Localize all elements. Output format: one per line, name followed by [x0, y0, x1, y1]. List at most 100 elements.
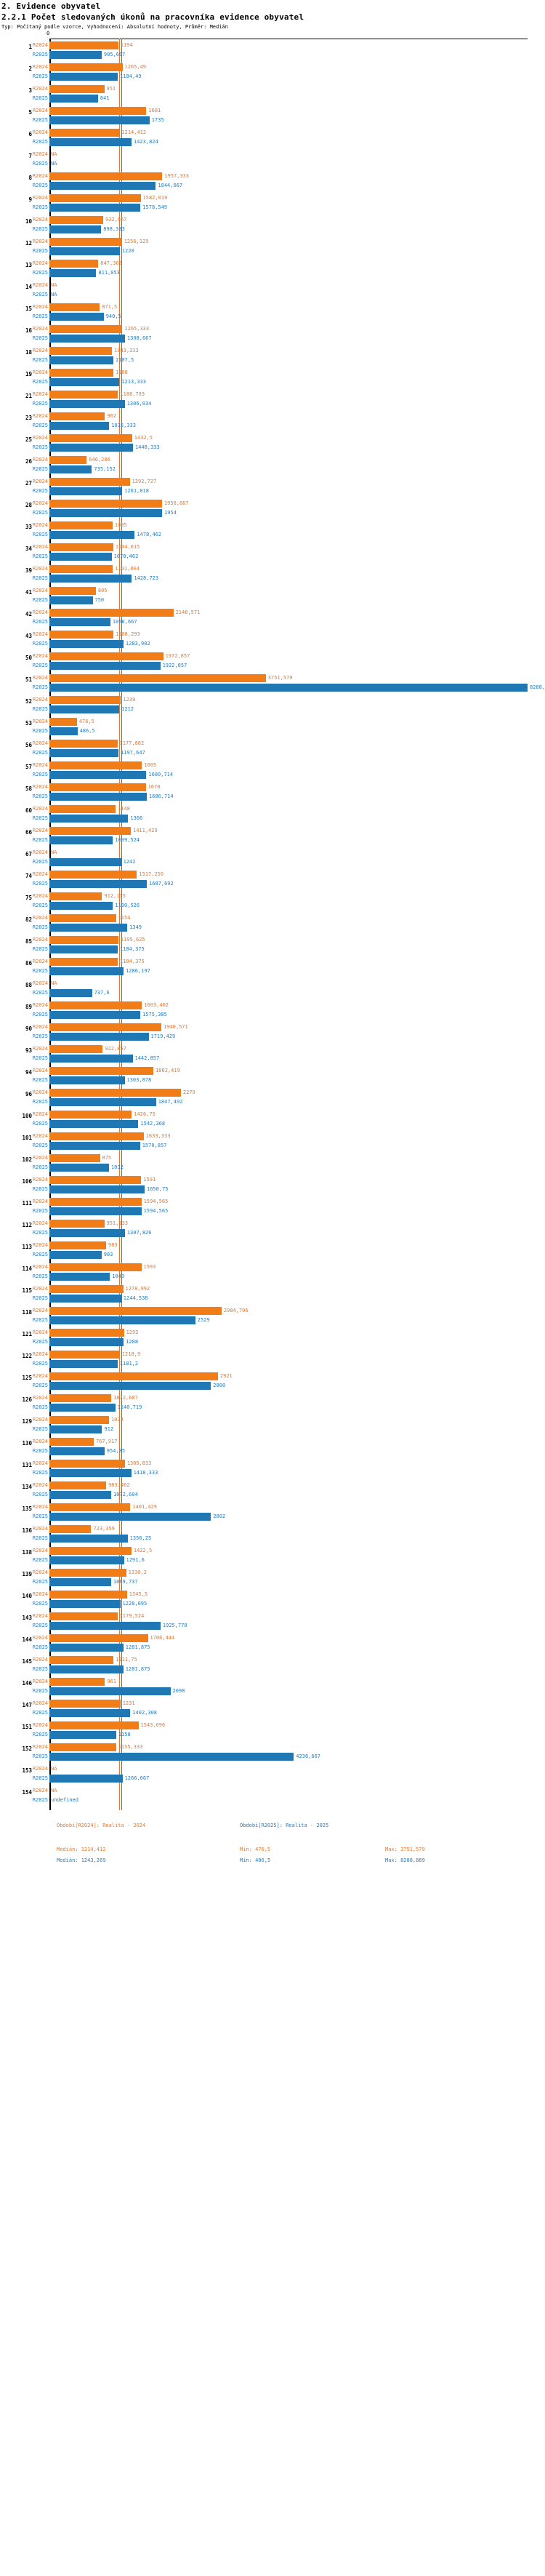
category-label: 14 [25, 284, 32, 290]
series-name-R2024: R2024 [32, 1548, 48, 1553]
series-label-wrap: R2025 [0, 553, 48, 561]
bar-R2025 [49, 596, 93, 604]
series-label-wrap: R2025 [0, 182, 48, 190]
bar-row: R2025 2529 [0, 1316, 545, 1324]
series-name-R2025: R2025 [32, 1186, 48, 1192]
series-name-R2025: R2025 [32, 1273, 48, 1279]
series-label-wrap: R2025 [0, 1775, 48, 1783]
category-group: 85 R2024 1195,625 R2025 1184,375 [0, 935, 545, 957]
category-group: 57 R2024 1605 R2025 1680,714 [0, 761, 545, 783]
bar-row: R2024 NA [0, 849, 545, 857]
bar-value-label: 1265,333 [124, 326, 150, 332]
series-label-wrap: R2024 [0, 107, 48, 115]
series-label-wrap: R2025 [0, 1491, 48, 1499]
bar-R2024 [49, 936, 118, 944]
bar-row: R2024 2279 [0, 1089, 545, 1097]
bar-R2024 [49, 303, 100, 311]
bar-value-label: 1356,25 [129, 1535, 152, 1541]
category-group: 34 R2024 1104,615 R2025 1078,462 [0, 543, 545, 564]
bar-R2024 [49, 761, 142, 769]
bar-R2024 [49, 41, 118, 49]
series-label-wrap: R2024 [0, 740, 48, 748]
series-name-R2024: R2024 [32, 1722, 48, 1728]
bar-value-label: 1680,714 [148, 772, 174, 777]
series-label-wrap: R2024 [0, 631, 48, 639]
category-label: 60 [25, 807, 32, 814]
bar-value-label: 735,152 [94, 466, 116, 472]
bar-R2024 [49, 1176, 142, 1184]
series-name-R2024: R2024 [32, 1788, 48, 1793]
bar-value-label: 1603,402 [144, 1002, 169, 1008]
bar-R2024 [49, 63, 123, 71]
bar-R2025 [49, 204, 141, 212]
bar-R2025 [49, 575, 132, 583]
bar-value-label: 1212 [121, 706, 134, 712]
category-label: 23 [25, 415, 32, 421]
bar-R2024 [49, 1329, 124, 1337]
series-name-R2025: R2025 [32, 161, 48, 167]
bar-R2025 [49, 705, 120, 713]
category-group: 122 R2024 1218,9 R2025 1181,2 [0, 1350, 545, 1372]
series-name-R2024: R2024 [32, 195, 48, 201]
series-label-wrap: R2025 [0, 1425, 48, 1433]
bar-value-label: 1306,034 [126, 401, 152, 407]
category-group: 136 R2024 723,359 R2025 1356,25 [0, 1524, 545, 1546]
category-group: 139 R2024 1330,2 R2025 1069,737 [0, 1568, 545, 1590]
series-name-R2025: R2025 [32, 1252, 48, 1257]
bar-value-label: 1049 [112, 1273, 125, 1279]
bar-value-label: 811,053 [98, 270, 120, 276]
bar-value-label: NA [51, 849, 57, 855]
series-name-R2025: R2025 [32, 1404, 48, 1410]
bar-value-label: 4236,667 [296, 1753, 321, 1759]
series-name-R2024: R2024 [32, 86, 48, 92]
bar-row: R2025 2098 [0, 1687, 545, 1695]
bar-row: R2025 898,333 [0, 225, 545, 233]
series-name-R2024: R2024 [32, 1133, 48, 1139]
bar-R2025 [49, 640, 124, 648]
bar-row: R2025 1954 [0, 509, 545, 517]
bar-R2024 [49, 1547, 132, 1555]
series-name-R2025: R2025 [32, 444, 48, 450]
category-label: 13 [25, 262, 32, 268]
series-name-R2024: R2024 [32, 369, 48, 375]
bar-R2024 [49, 500, 162, 508]
bar-row: R2024 723,359 [0, 1525, 545, 1533]
bar-value-label: 1349 [129, 924, 142, 930]
bar-R2025 [49, 553, 112, 561]
bar-row: R2025 1719,429 [0, 1033, 545, 1041]
series-label-wrap: R2025 [0, 1251, 48, 1259]
bar-row: R2025 1303,878 [0, 1076, 545, 1084]
bar-row: R2024 1422,5 [0, 1547, 545, 1555]
series-name-R2024: R2024 [32, 784, 48, 790]
bar-R2025 [49, 1316, 195, 1324]
bar-R2025 [49, 313, 104, 321]
series-label-wrap: R2024 [0, 260, 48, 268]
bar-row: R2025 903 [0, 1251, 545, 1259]
series-name-R2024: R2024 [32, 151, 48, 157]
bar-R2025 [49, 356, 113, 364]
bar-value-label: 1213,333 [121, 379, 147, 385]
bar-row: R2025 NA [0, 291, 545, 299]
category-label: 66 [25, 829, 32, 836]
bar-R2024 [49, 696, 121, 704]
series-label-wrap: R2024 [0, 1285, 48, 1293]
bar-row: R2025 735,152 [0, 465, 545, 473]
category-group: 93 R2024 922,857 R2025 1442,857 [0, 1044, 545, 1066]
bar-value-label: 1239 [123, 697, 136, 703]
bar-value-label: 1154 [118, 915, 131, 921]
series-label-wrap: R2025 [0, 73, 48, 81]
series-label-wrap: R2025 [0, 422, 48, 430]
series-name-R2025: R2025 [32, 684, 48, 690]
series-label-wrap: R2024 [0, 1329, 48, 1337]
bar-R2025 [49, 378, 120, 386]
bar-R2024 [49, 1023, 161, 1031]
bar-row: R2024 983,462 [0, 1481, 545, 1489]
bar-R2025 [49, 1164, 109, 1172]
bar-row: R2024 1401,429 [0, 1503, 545, 1511]
series-name-R2025: R2025 [32, 1797, 48, 1803]
series-label-wrap: R2024 [0, 914, 48, 922]
series-label-wrap: R2025 [0, 1360, 48, 1368]
series-name-R2025: R2025 [32, 881, 48, 887]
series-name-R2025: R2025 [32, 619, 48, 625]
series-name-R2024: R2024 [32, 479, 48, 484]
